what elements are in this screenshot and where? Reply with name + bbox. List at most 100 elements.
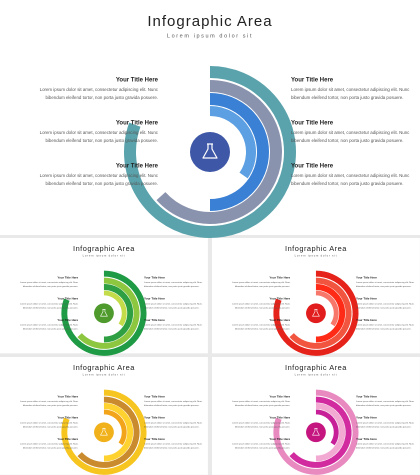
item-title: Your Title Here <box>356 437 377 441</box>
item-text: Lorem ipsum dolor sit amet, consectetur … <box>20 324 79 327</box>
item-text: Lorem ipsum dolor sit amet, consectetur … <box>20 302 79 305</box>
slide-title: Infographic Area <box>147 13 272 30</box>
item-text: bibendum eleifend tortor, non porta just… <box>45 95 158 100</box>
slide-background <box>0 238 208 354</box>
item-title: Your Title Here <box>57 275 78 279</box>
slide-title: Infographic Area <box>285 363 347 372</box>
item-text: Lorem ipsum dolor sit amet, consectetur … <box>20 421 79 424</box>
item-text: bibendum eleifend tortor, non porta just… <box>23 285 79 288</box>
item-text: Lorem ipsum dolor sit amet, consectetur … <box>356 324 415 327</box>
item-text: bibendum eleifend tortor, non porta just… <box>356 285 412 288</box>
item-text: Lorem ipsum dolor sit amet, consectetur … <box>20 400 79 403</box>
item-title: Your Title Here <box>57 394 78 398</box>
item-title: Your Title Here <box>144 297 165 301</box>
item-text: Lorem ipsum dolor sit amet, consectetur … <box>291 130 410 135</box>
item-title: Your Title Here <box>269 275 290 279</box>
item-text: bibendum eleifend tortor, non porta just… <box>144 285 200 288</box>
item-text: bibendum eleifend tortor, non porta just… <box>235 425 291 428</box>
item-text: bibendum eleifend tortor, non porta just… <box>235 404 291 407</box>
item-text: Lorem ipsum dolor sit amet, consectetur … <box>144 281 203 284</box>
item-text: Lorem ipsum dolor sit amet, consectetur … <box>144 302 203 305</box>
item-text: bibendum eleifend tortor, non porta just… <box>356 425 412 428</box>
item-text: Lorem ipsum dolor sit amet, consectetur … <box>291 87 410 92</box>
item-title: Your Title Here <box>269 437 290 441</box>
center-circle <box>94 303 114 324</box>
ring <box>61 270 147 356</box>
center-circle <box>190 132 230 172</box>
item-text: bibendum eleifend tortor, non porta just… <box>291 95 404 100</box>
ring <box>273 270 359 356</box>
item-text: Lorem ipsum dolor sit amet, consectetur … <box>232 400 291 403</box>
slide-subtitle: Lorem ipsum dolor sit <box>167 33 253 39</box>
item-title: Your Title Here <box>144 394 165 398</box>
item-title: Your Title Here <box>356 394 377 398</box>
flask-icon <box>202 143 218 159</box>
ring <box>289 277 352 349</box>
item-title: Your Title Here <box>291 78 334 84</box>
item-title: Your Title Here <box>144 318 165 322</box>
item-text: bibendum eleifend tortor, non porta just… <box>144 404 200 407</box>
ring <box>77 277 140 349</box>
item-text: Lorem ipsum dolor sit amet, consectetur … <box>40 87 159 92</box>
item-text: Lorem ipsum dolor sit amet, consectetur … <box>144 324 203 327</box>
center-circle <box>306 422 326 443</box>
item-text: bibendum eleifend tortor, non porta just… <box>23 425 79 428</box>
flask-icon <box>100 427 108 436</box>
item-text: bibendum eleifend tortor, non porta just… <box>45 138 158 143</box>
ring <box>273 389 359 475</box>
item-text: Lorem ipsum dolor sit amet, consectetur … <box>356 421 415 424</box>
item-title: Your Title Here <box>57 437 78 441</box>
item-title: Your Title Here <box>356 416 377 420</box>
center-circle <box>306 303 326 324</box>
item-text: Lorem ipsum dolor sit amet, consectetur … <box>144 421 203 424</box>
slide-title: Infographic Area <box>73 363 135 372</box>
item-title: Your Title Here <box>291 164 334 170</box>
item-text: Lorem ipsum dolor sit amet, consectetur … <box>356 281 415 284</box>
item-text: bibendum eleifend tortor, non porta just… <box>356 404 412 407</box>
item-text: Lorem ipsum dolor sit amet, consectetur … <box>144 400 203 403</box>
slide-subtitle: Lorem ipsum dolor sit <box>83 254 126 258</box>
item-text: bibendum eleifend tortor, non porta just… <box>235 306 291 309</box>
item-text: Lorem ipsum dolor sit amet, consectetur … <box>40 173 159 178</box>
item-text: Lorem ipsum dolor sit amet, consectetur … <box>291 173 410 178</box>
item-text: bibendum eleifend tortor, non porta just… <box>23 328 79 331</box>
ring <box>289 396 352 468</box>
flask-icon <box>100 308 108 317</box>
item-title: Your Title Here <box>269 318 290 322</box>
item-text: Lorem ipsum dolor sit amet, consectetur … <box>356 302 415 305</box>
item-text: bibendum eleifend tortor, non porta just… <box>144 306 200 309</box>
item-text: Lorem ipsum dolor sit amet, consectetur … <box>356 443 415 446</box>
item-text: bibendum eleifend tortor, non porta just… <box>291 138 404 143</box>
item-title: Your Title Here <box>116 164 159 170</box>
item-title: Your Title Here <box>269 416 290 420</box>
item-title: Your Title Here <box>291 121 334 127</box>
item-title: Your Title Here <box>116 121 159 127</box>
slide-background <box>212 357 420 475</box>
item-text: bibendum eleifend tortor, non porta just… <box>23 447 79 450</box>
item-text: Lorem ipsum dolor sit amet, consectetur … <box>144 443 203 446</box>
item-text: bibendum eleifend tortor, non porta just… <box>23 404 79 407</box>
ring <box>103 290 127 327</box>
slide-main: Infographic Area Lorem ipsum dolor sit You… <box>0 0 420 238</box>
item-title: Your Title Here <box>269 297 290 301</box>
item-text: bibendum eleifend tortor, non porta just… <box>291 181 404 186</box>
item-text: bibendum eleifend tortor, non porta just… <box>235 328 291 331</box>
slide-subtitle: Lorem ipsum dolor sit <box>83 373 126 377</box>
item-text: Lorem ipsum dolor sit amet, consectetur … <box>356 400 415 403</box>
item-title: Your Title Here <box>57 297 78 301</box>
slide-background <box>0 357 208 475</box>
item-text: bibendum eleifend tortor, non porta just… <box>45 181 158 186</box>
item-title: Your Title Here <box>144 275 165 279</box>
slide-title: Infographic Area <box>285 244 347 253</box>
ring <box>103 284 134 343</box>
item-text: bibendum eleifend tortor, non porta just… <box>235 285 291 288</box>
ring <box>209 106 256 179</box>
item-title: Your Title Here <box>356 275 377 279</box>
ring <box>315 403 346 462</box>
slide-subtitle: Lorem ipsum dolor sit <box>295 373 338 377</box>
item-text: bibendum eleifend tortor, non porta just… <box>144 447 200 450</box>
ring <box>103 403 134 462</box>
item-text: bibendum eleifend tortor, non porta just… <box>356 328 412 331</box>
